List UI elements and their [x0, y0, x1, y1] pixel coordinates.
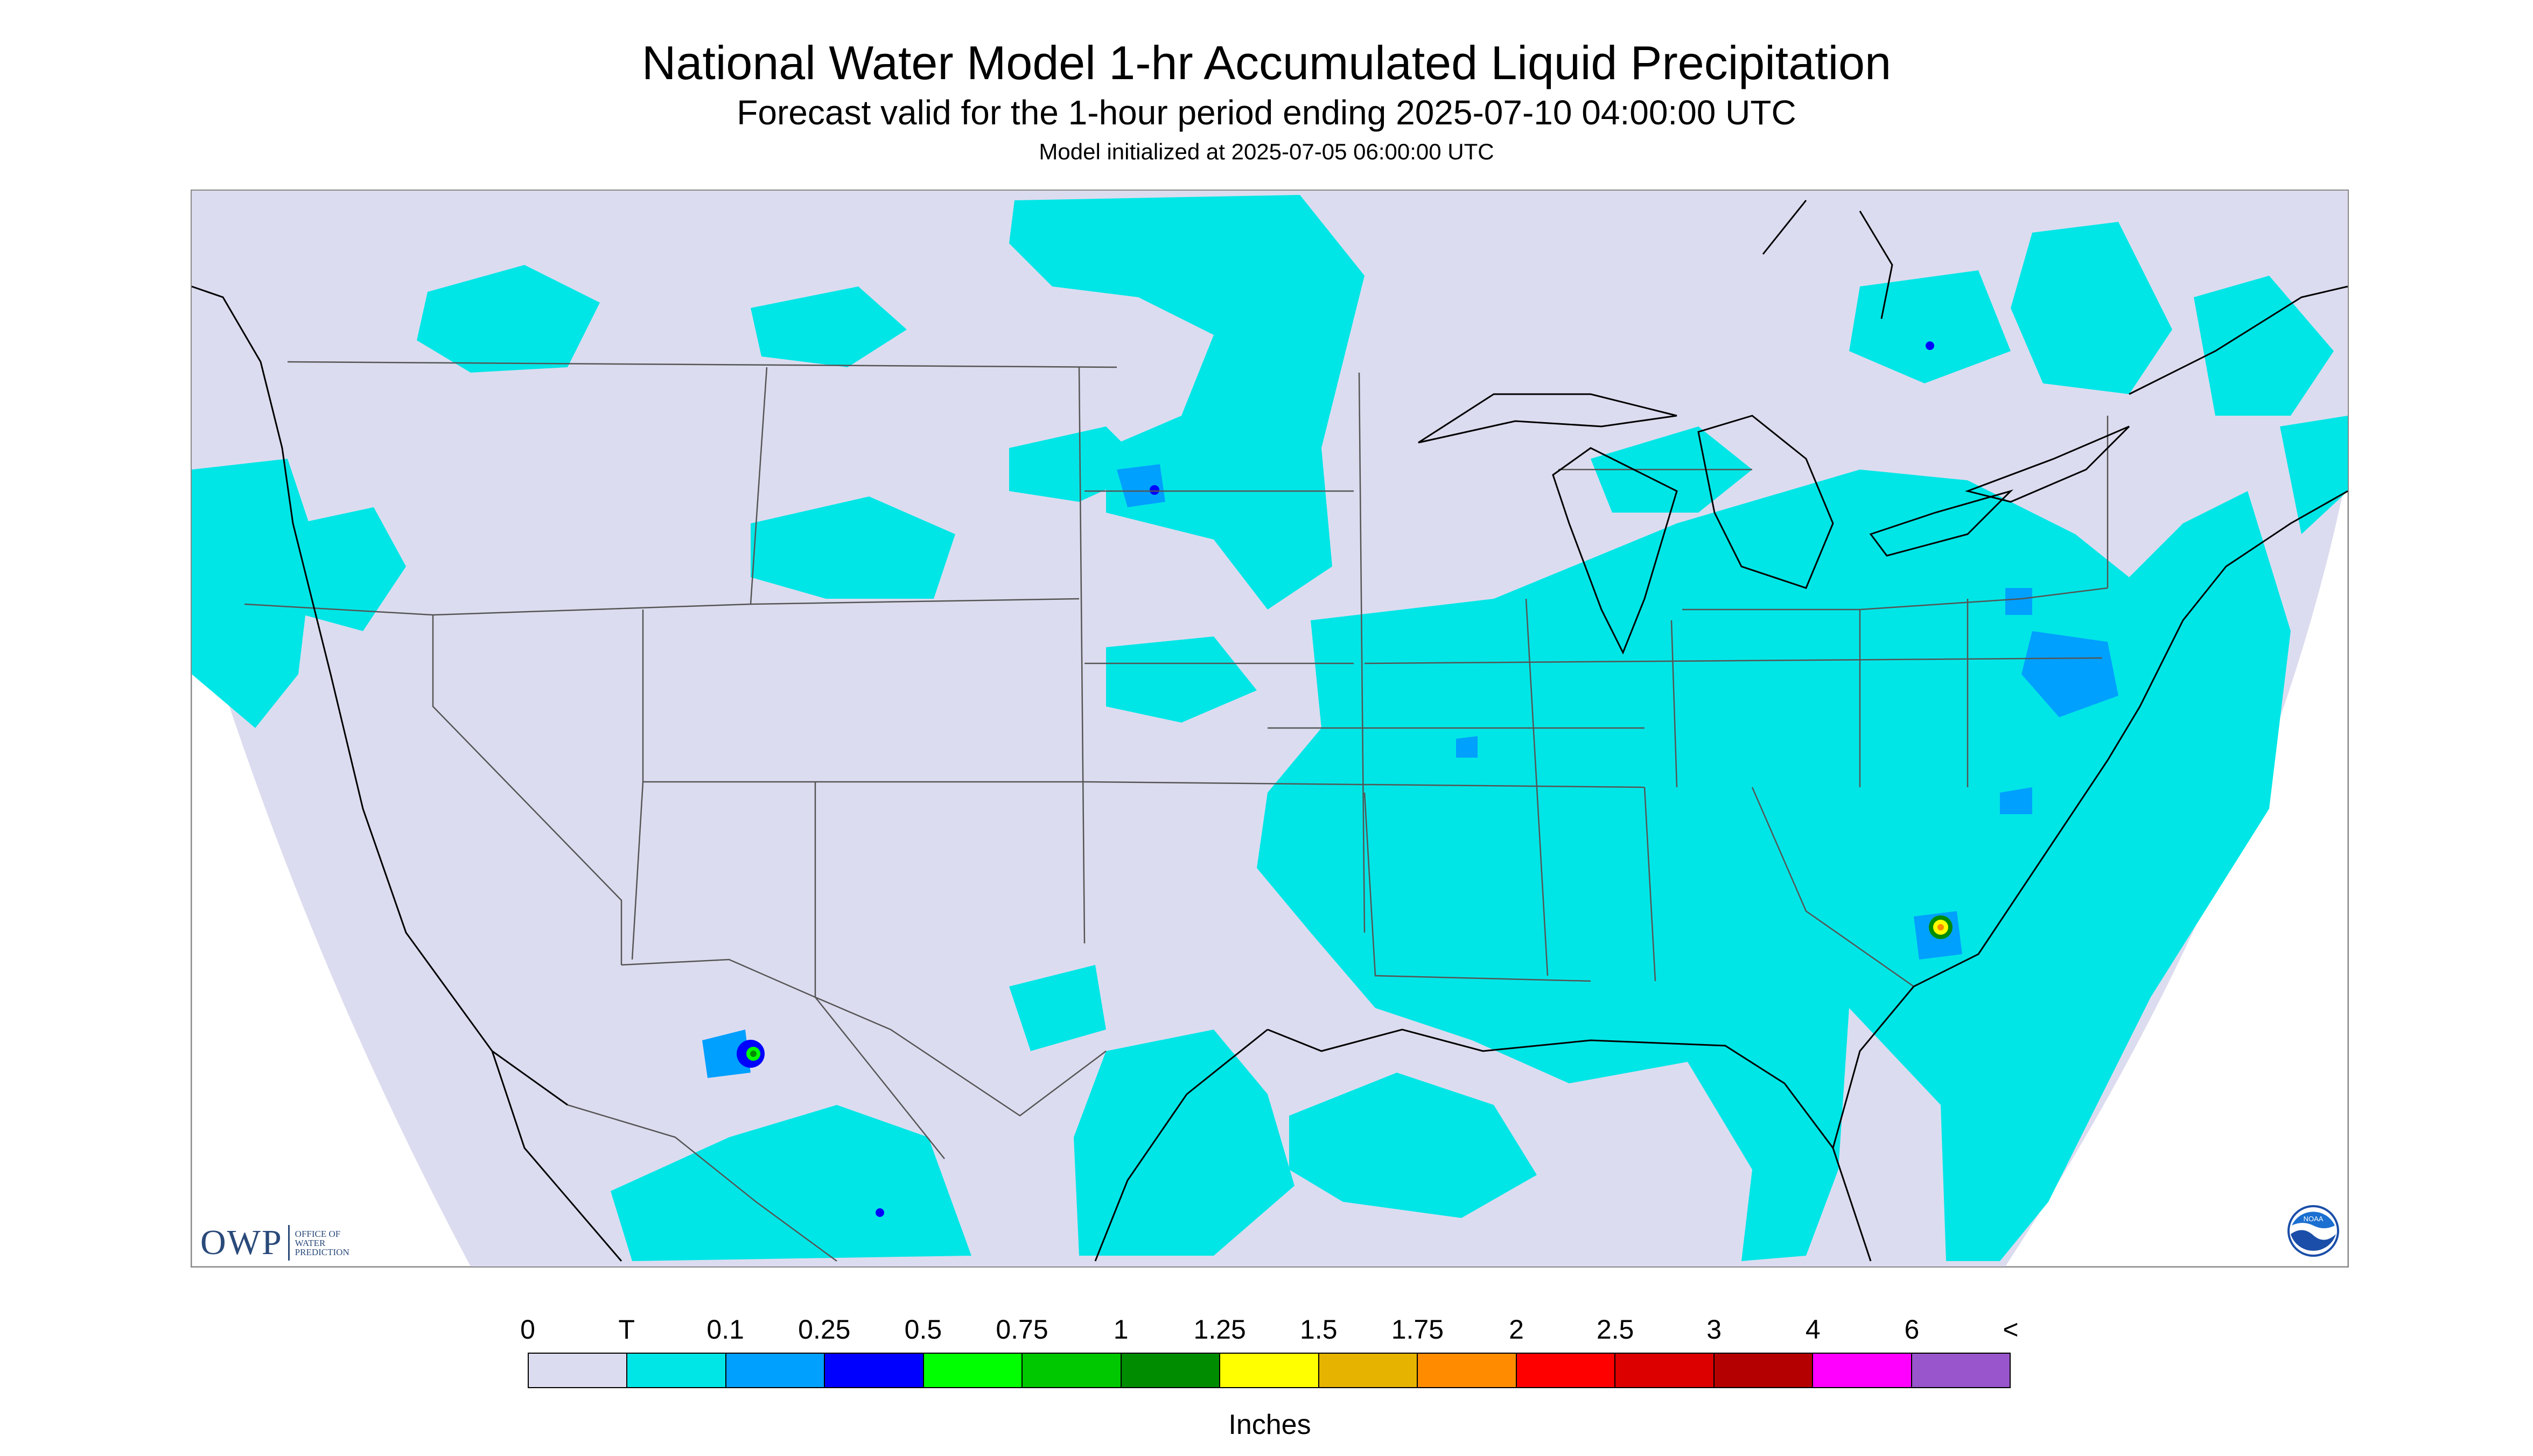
- owp-logo-mark: OWP: [200, 1223, 283, 1262]
- legend-label: 0.1: [706, 1314, 744, 1345]
- legend-label: 2.5: [1596, 1314, 1634, 1345]
- legend-label: 2: [1509, 1314, 1524, 1345]
- legend-label: T: [618, 1314, 635, 1345]
- legend-label: 4: [1805, 1314, 1821, 1345]
- precip-heavy-cells: [737, 341, 1953, 1217]
- legend-color-bar: [528, 1353, 2011, 1388]
- noaa-logo-icon: NOAA: [2287, 1205, 2339, 1257]
- legend-swatch: [1220, 1354, 1319, 1387]
- model-init-time: Model initialized at 2025-07-05 06:00:00…: [1039, 139, 1494, 164]
- precipitation-map: [191, 190, 2349, 1268]
- map-title: National Water Model 1-hr Accumulated Li…: [641, 36, 1892, 89]
- coastlines: [191, 200, 2348, 1262]
- legend-swatch: [1418, 1354, 1517, 1387]
- mexico-borders: [567, 958, 1107, 1262]
- legend-label: 1.5: [1300, 1314, 1338, 1345]
- legend-label: 6: [1904, 1314, 1920, 1345]
- legend-label: <: [2003, 1314, 2019, 1345]
- legend-swatch: [1714, 1354, 1814, 1387]
- legend-label: 0.25: [798, 1314, 851, 1345]
- precip-light-areas: [192, 195, 2348, 1261]
- map-subtitle: Forecast valid for the 1-hour period end…: [737, 93, 1796, 132]
- owp-logo: OWP OFFICE OF WATER PREDICTION: [200, 1222, 349, 1263]
- legend-swatch: [1023, 1354, 1122, 1387]
- state-borders: [244, 361, 2109, 997]
- legend-swatch: [1912, 1354, 2010, 1387]
- precipitation-legend: 0 T 0.1 0.25 0.5 0.75 1 1.25 1.5 1.75 2 2.5 3 4 6 < Inc…: [520, 1314, 2019, 1443]
- precip-moderate-areas: [702, 464, 2118, 1078]
- legend-swatch: [529, 1354, 628, 1387]
- legend-label: 0.5: [904, 1314, 942, 1345]
- legend-label: 3: [1706, 1314, 1722, 1345]
- legend-label: 1.25: [1193, 1314, 1246, 1345]
- legend-swatch: [1121, 1354, 1221, 1387]
- legend-label: 0: [520, 1314, 535, 1345]
- legend-label: 1: [1113, 1314, 1129, 1345]
- legend-swatch: [1615, 1354, 1715, 1387]
- legend-swatch: [627, 1354, 726, 1387]
- legend-units: Inches: [1228, 1409, 1311, 1440]
- svg-text:NOAA: NOAA: [2304, 1215, 2324, 1223]
- owp-logo-text: OFFICE OF WATER PREDICTION: [295, 1228, 349, 1257]
- legend-label: 1.75: [1391, 1314, 1444, 1345]
- legend-swatch: [923, 1354, 1023, 1387]
- legend-swatch: [1813, 1354, 1912, 1387]
- legend-swatch: [726, 1354, 825, 1387]
- legend-label: 0.75: [996, 1314, 1048, 1345]
- legend-swatch: [1319, 1354, 1418, 1387]
- legend-swatch: [825, 1354, 924, 1387]
- legend-swatch: [1516, 1354, 1616, 1387]
